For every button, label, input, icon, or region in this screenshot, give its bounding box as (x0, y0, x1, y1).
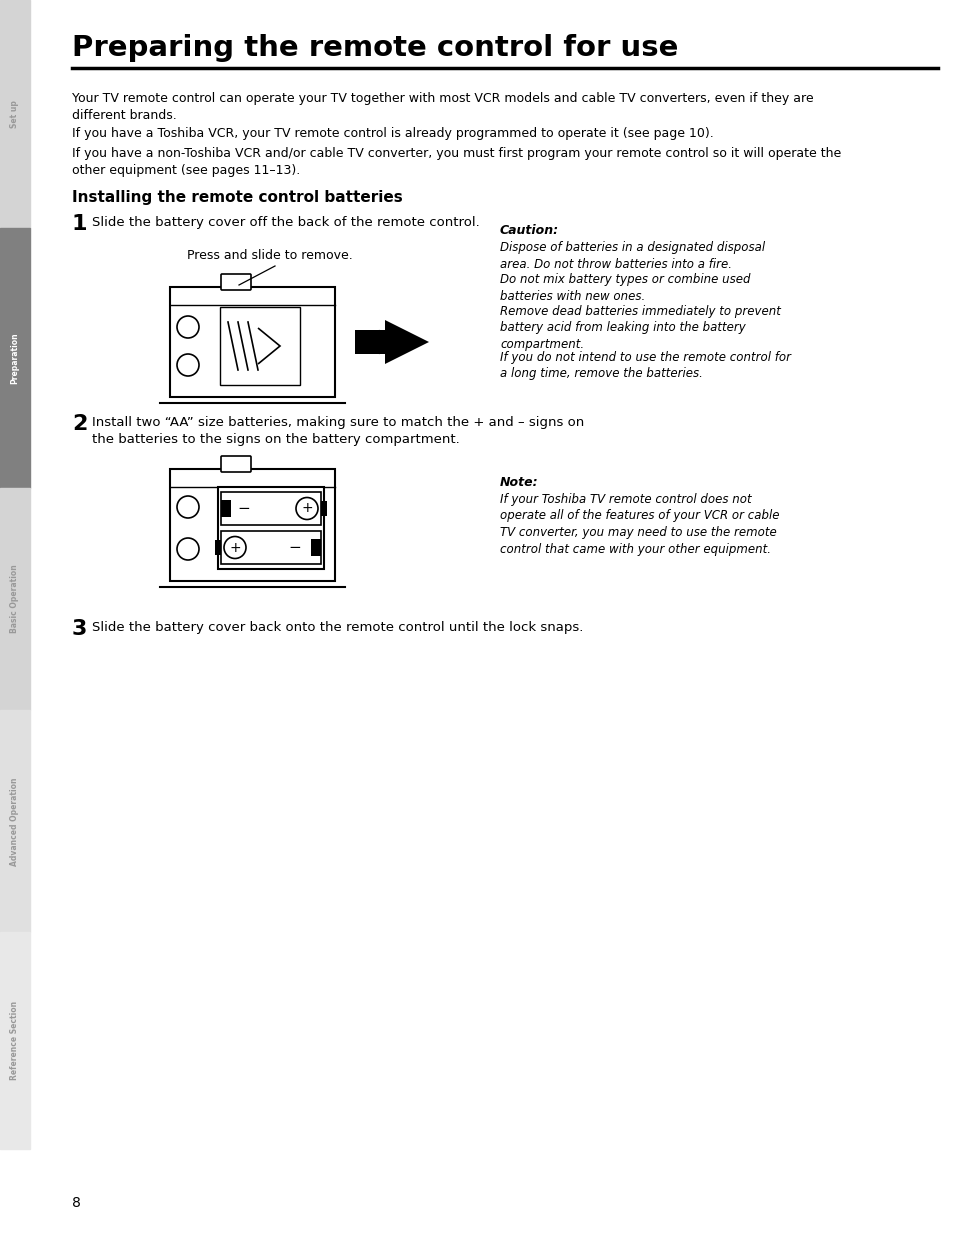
Circle shape (177, 538, 199, 559)
Text: 3: 3 (71, 619, 88, 638)
Text: Dispose of batteries in a designated disposal
area. Do not throw batteries into : Dispose of batteries in a designated dis… (499, 241, 764, 270)
Text: 1: 1 (71, 214, 88, 233)
Text: Preparing the remote control for use: Preparing the remote control for use (71, 35, 678, 62)
Text: Note:: Note: (499, 475, 538, 489)
Bar (221, 492, 320, 525)
Text: −: − (288, 540, 301, 555)
Text: If you do not intend to use the remote control for
a long time, remove the batte: If you do not intend to use the remote c… (499, 351, 790, 380)
Polygon shape (355, 320, 429, 364)
Text: Caution:: Caution: (499, 224, 558, 237)
Text: Press and slide to remove.: Press and slide to remove. (187, 249, 353, 262)
Bar (221, 531, 320, 564)
Text: Slide the battery cover back onto the remote control until the lock snaps.: Slide the battery cover back onto the re… (91, 621, 583, 634)
Text: Installing the remote control batteries: Installing the remote control batteries (71, 190, 402, 205)
Bar (320, 501, 327, 516)
Text: Reference Section: Reference Section (10, 1000, 19, 1081)
Bar (221, 500, 231, 517)
FancyBboxPatch shape (221, 274, 251, 290)
Text: +: + (301, 501, 313, 515)
Bar (311, 538, 320, 556)
Circle shape (177, 316, 199, 338)
Bar (218, 487, 324, 569)
Text: Preparation: Preparation (10, 332, 19, 384)
Bar (170, 287, 335, 396)
Bar (0, 710, 30, 932)
Text: −: − (236, 501, 250, 516)
Text: Set up: Set up (10, 100, 19, 128)
Circle shape (224, 536, 246, 558)
Text: If your Toshiba TV remote control does not
operate all of the features of your V: If your Toshiba TV remote control does n… (499, 493, 779, 556)
Text: Install two “AA” size batteries, making sure to match the + and – signs on
the b: Install two “AA” size batteries, making … (91, 416, 583, 446)
Bar (0, 228, 30, 488)
Text: If you have a non-Toshiba VCR and/or cable TV converter, you must first program : If you have a non-Toshiba VCR and/or cab… (71, 147, 841, 177)
Text: Basic Operation: Basic Operation (10, 564, 19, 634)
Circle shape (177, 496, 199, 517)
Text: 2: 2 (71, 414, 88, 433)
Bar (0, 0, 30, 228)
Text: 8: 8 (71, 1195, 81, 1210)
FancyBboxPatch shape (221, 456, 251, 472)
Circle shape (295, 498, 317, 520)
Bar (214, 540, 221, 555)
Text: Slide the battery cover off the back of the remote control.: Slide the battery cover off the back of … (91, 216, 479, 228)
Text: Do not mix battery types or combine used
batteries with new ones.: Do not mix battery types or combine used… (499, 273, 750, 303)
Text: Your TV remote control can operate your TV together with most VCR models and cab: Your TV remote control can operate your … (71, 91, 813, 122)
Circle shape (177, 354, 199, 375)
Text: Advanced Operation: Advanced Operation (10, 777, 19, 866)
Bar (0, 488, 30, 710)
Bar (170, 469, 335, 580)
Text: +: + (229, 541, 240, 555)
Text: Remove dead batteries immediately to prevent
battery acid from leaking into the : Remove dead batteries immediately to pre… (499, 305, 781, 351)
Bar (220, 308, 299, 385)
Bar (0, 932, 30, 1149)
Text: If you have a Toshiba VCR, your TV remote control is already programmed to opera: If you have a Toshiba VCR, your TV remot… (71, 127, 713, 140)
